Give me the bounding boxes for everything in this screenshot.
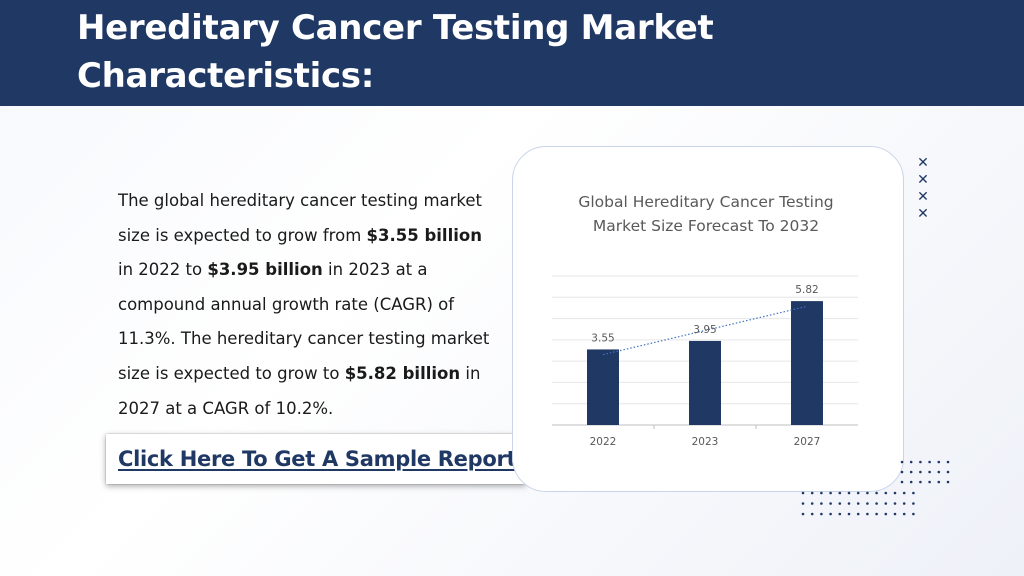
x-mark-icon: ✕: [917, 154, 929, 170]
dot: [909, 460, 913, 464]
body-text-1: The global hereditary cancer testing mar…: [118, 191, 483, 245]
dot: [866, 512, 869, 516]
dot: [893, 491, 897, 495]
x-mark-icon: ✕: [917, 205, 929, 221]
dot: [912, 512, 915, 516]
dot: [820, 512, 823, 516]
dot: [946, 480, 950, 484]
body-bold-3: $5.82 billion: [344, 363, 461, 383]
dot: [902, 502, 906, 505]
dot: [866, 502, 869, 505]
dot: [810, 502, 814, 505]
dot: [856, 491, 860, 495]
body-text-4: in 2027 at a CAGR of 10.2%.: [118, 363, 481, 418]
page-title: Hereditary Cancer Testing Market Charact…: [77, 4, 777, 100]
dot: [801, 502, 805, 505]
dot: [919, 460, 922, 464]
dot: [946, 460, 950, 464]
title-line-1: Hereditary Cancer Testing Market: [77, 8, 714, 48]
body-text-2: in 2022 to: [118, 260, 208, 280]
dot: [893, 512, 897, 516]
dot: [801, 512, 805, 516]
dot: [900, 480, 904, 484]
dot: [919, 470, 922, 474]
dot: [928, 480, 931, 484]
dot: [893, 502, 897, 505]
dot: [829, 502, 832, 505]
dot: [875, 491, 878, 495]
dot: [847, 512, 851, 516]
decoration-x-marks: ✕ ✕ ✕ ✕: [916, 154, 930, 222]
dot: [912, 491, 915, 495]
dot: [937, 470, 941, 474]
dot: [838, 512, 842, 516]
dot: [810, 512, 814, 516]
body-text-3: in 2023 at a compound annual growth rate…: [118, 260, 490, 383]
dot: [875, 502, 878, 505]
dot: [912, 502, 915, 505]
dot: [838, 491, 842, 495]
x-mark-icon: ✕: [917, 188, 929, 204]
x-mark-icon: ✕: [917, 171, 929, 187]
body-bold-2: $3.95 billion: [207, 260, 323, 280]
dot: [847, 491, 851, 495]
dot: [866, 491, 869, 495]
dot: [820, 491, 823, 495]
dot: [875, 512, 878, 516]
dot: [884, 502, 888, 505]
dot: [847, 502, 851, 505]
dot: [820, 502, 823, 505]
dot: [928, 470, 931, 474]
dot: [946, 470, 950, 474]
body-bold-1: $3.55 billion: [366, 225, 482, 245]
dot: [937, 480, 941, 484]
dot: [919, 480, 922, 484]
dot: [856, 502, 860, 505]
dot: [902, 491, 906, 495]
sample-report-link[interactable]: Click Here To Get A Sample Report: [118, 447, 517, 471]
dot: [829, 512, 832, 516]
dot: [928, 460, 931, 464]
dot: [829, 491, 832, 495]
dot: [801, 491, 805, 495]
dot: [856, 512, 860, 516]
dot: [937, 460, 941, 464]
body-paragraph: The global hereditary cancer testing mar…: [118, 184, 498, 426]
header-bar: Hereditary Cancer Testing Market Charact…: [0, 0, 1024, 106]
dot: [884, 491, 888, 495]
dot: [909, 470, 913, 474]
chart-title: Global Hereditary Cancer Testing Market …: [578, 193, 834, 235]
dot: [902, 512, 906, 516]
sample-report-button[interactable]: Click Here To Get A Sample Report: [106, 434, 526, 484]
dot: [810, 491, 814, 495]
title-line-2: Characteristics:: [77, 56, 375, 96]
dot: [838, 502, 842, 505]
dot: [884, 512, 888, 516]
dot: [909, 480, 913, 484]
